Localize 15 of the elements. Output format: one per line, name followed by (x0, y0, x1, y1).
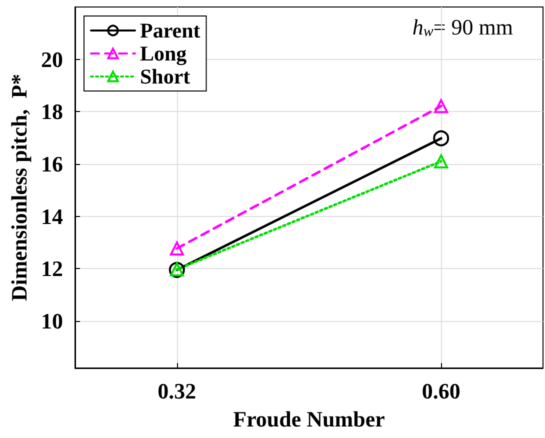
point (433, 130, 450, 146)
legend-label: Long (140, 42, 188, 66)
y-tick-label: 10 (41, 308, 63, 334)
y-tick-label: 12 (41, 256, 63, 282)
y-tick-label: 14 (41, 204, 63, 229)
x-axis-title: Froude Number (233, 406, 386, 432)
x-tick-label: 0.60 (422, 378, 460, 404)
x-tick-label: 0.32 (158, 378, 196, 404)
y-tick-label: 20 (41, 46, 63, 72)
y-axis-title: Dimensionless pitch, P* (6, 74, 32, 302)
legend-label: Parent (140, 18, 200, 42)
point (434, 99, 448, 114)
y-tick-label: 16 (41, 151, 63, 176)
legend-label: Short (140, 64, 190, 88)
y-tick-label: 18 (41, 99, 63, 124)
